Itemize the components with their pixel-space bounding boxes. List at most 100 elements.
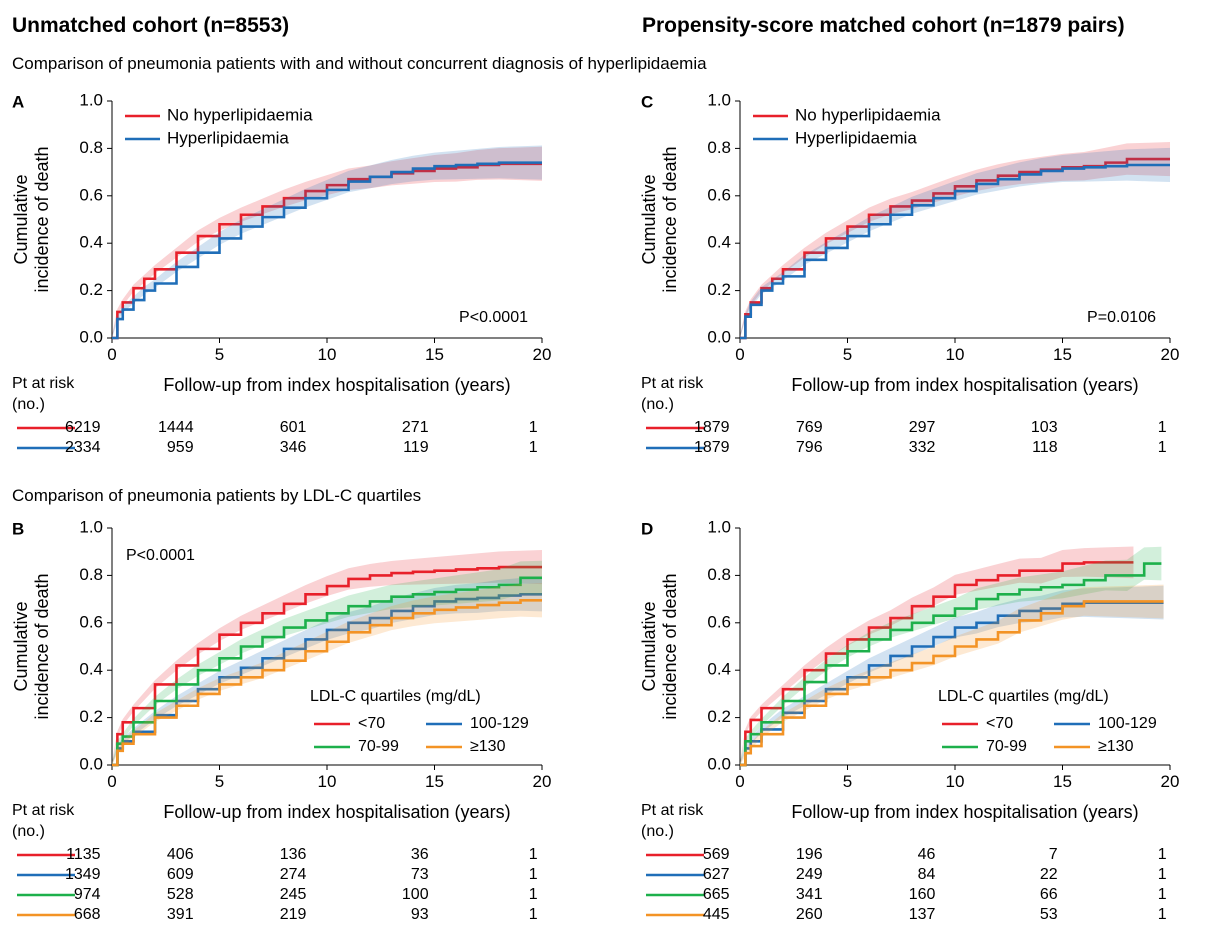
- risk-count: 341: [796, 886, 823, 903]
- panel-d: D 0.0 0.2 0.4 0.6 0.8 1.0 0 5 10 15 20 Cumulative inc…: [639, 517, 1179, 923]
- risk-count: 959: [167, 439, 194, 456]
- y-tick-label: 0.8: [707, 138, 731, 157]
- risk-count: 769: [796, 419, 823, 436]
- y-tick-label: 1.0: [79, 517, 103, 536]
- risk-count: 219: [280, 906, 307, 923]
- legend-title: LDL-C quartiles (mg/dL): [938, 688, 1109, 705]
- panel-b: B 0.0 0.2 0.4 0.6 0.8 1.0 0 5 10 15 20 Cumulative inc…: [11, 517, 551, 923]
- risk-count: 609: [167, 866, 194, 883]
- risk-count: 601: [280, 419, 307, 436]
- risk-count: 1879: [694, 439, 730, 456]
- risk-count: 260: [796, 906, 823, 923]
- risk-label: Pt at risk: [12, 802, 75, 819]
- risk-label: (no.): [12, 823, 45, 840]
- series-line-red: [112, 162, 542, 340]
- risk-count: 1: [1158, 439, 1167, 456]
- panel-a: A 0.0 0.2 0.4 0.6 0.8 1.0 0 5 10 15 20 Cumulative inc…: [11, 90, 551, 456]
- risk-count: 1: [1158, 846, 1167, 863]
- y-axis-label: Cumulative: [639, 601, 659, 691]
- risk-count: 1349: [65, 866, 101, 883]
- x-tick-label: 5: [843, 345, 852, 364]
- risk-count: 796: [796, 439, 823, 456]
- y-tick-label: 0.2: [79, 280, 103, 299]
- y-tick-label: 0.6: [79, 612, 103, 631]
- x-axis-label: Follow-up from index hospitalisation (ye…: [163, 802, 510, 822]
- risk-label: (no.): [12, 396, 45, 413]
- risk-count: 53: [1040, 906, 1058, 923]
- x-tick-label: 5: [215, 772, 224, 791]
- x-tick-label: 10: [318, 772, 337, 791]
- risk-count: 1: [529, 886, 538, 903]
- panel-label: D: [641, 519, 653, 538]
- risk-count: 84: [918, 866, 936, 883]
- risk-label: Pt at risk: [641, 802, 704, 819]
- risk-count: 160: [909, 886, 936, 903]
- y-tick-label: 0.4: [79, 233, 103, 252]
- risk-count: 569: [703, 846, 730, 863]
- x-tick-label: 5: [215, 345, 224, 364]
- ci-band-green: [740, 546, 1162, 765]
- risk-count: 1: [529, 846, 538, 863]
- legend-label: No hyperlipidaemia: [167, 105, 313, 124]
- risk-count: 100: [402, 886, 429, 903]
- y-tick-label: 1.0: [707, 517, 731, 536]
- risk-count: 73: [411, 866, 429, 883]
- risk-count: 1: [529, 419, 538, 436]
- risk-count: 136: [280, 846, 307, 863]
- y-tick-label: 0.0: [79, 327, 103, 346]
- y-tick-label: 0.6: [707, 612, 731, 631]
- risk-count: 1: [1158, 906, 1167, 923]
- risk-count: 391: [167, 906, 194, 923]
- x-tick-label: 10: [946, 345, 965, 364]
- risk-count: 103: [1031, 419, 1058, 436]
- y-tick-label: 1.0: [707, 90, 731, 109]
- legend-label: <70: [358, 715, 385, 732]
- risk-count: 274: [280, 866, 307, 883]
- risk-count: 332: [909, 439, 936, 456]
- series-line-blue: [112, 161, 542, 340]
- panel-label: B: [12, 519, 24, 538]
- y-tick-label: 0.2: [707, 280, 731, 299]
- risk-label: (no.): [641, 396, 674, 413]
- x-axis-label: Follow-up from index hospitalisation (ye…: [791, 802, 1138, 822]
- risk-count: 137: [909, 906, 936, 923]
- x-tick-label: 15: [425, 345, 444, 364]
- right-cohort-title: Propensity-score matched cohort (n=1879 …: [642, 14, 1125, 37]
- risk-count: 1: [1158, 419, 1167, 436]
- y-tick-label: 1.0: [79, 90, 103, 109]
- risk-count: 1: [529, 866, 538, 883]
- risk-count: 1: [1158, 886, 1167, 903]
- legend-label: ≥130: [1098, 738, 1134, 755]
- x-axis-label: Follow-up from index hospitalisation (ye…: [791, 375, 1138, 395]
- p-value: P<0.0001: [126, 547, 195, 564]
- ci-band-red: [740, 546, 1134, 765]
- y-tick-label: 0.0: [707, 754, 731, 773]
- panel-label: C: [641, 92, 653, 111]
- x-tick-label: 20: [1161, 772, 1180, 791]
- bottom-section-title: Comparison of pneumonia patients by LDL-…: [12, 486, 422, 505]
- legend-label: 100-129: [1098, 715, 1157, 732]
- p-value: P=0.0106: [1087, 309, 1156, 326]
- risk-count: 118: [1032, 439, 1058, 456]
- x-tick-label: 0: [107, 345, 116, 364]
- x-tick-label: 0: [107, 772, 116, 791]
- series-line-orange: [740, 600, 1164, 767]
- legend-label: <70: [986, 715, 1013, 732]
- y-tick-label: 0.8: [79, 565, 103, 584]
- y-tick-label: 0.2: [79, 707, 103, 726]
- x-tick-label: 15: [425, 772, 444, 791]
- legend-label: 70-99: [986, 738, 1027, 755]
- y-tick-label: 0.0: [79, 754, 103, 773]
- risk-count: 245: [280, 886, 307, 903]
- risk-count: 668: [74, 906, 101, 923]
- risk-count: 93: [411, 906, 429, 923]
- risk-count: 445: [703, 906, 730, 923]
- risk-count: 119: [403, 439, 429, 456]
- panel-label: A: [12, 92, 24, 111]
- x-tick-label: 20: [533, 772, 552, 791]
- y-tick-label: 0.4: [707, 233, 731, 252]
- risk-count: 271: [402, 419, 429, 436]
- y-tick-label: 0.0: [707, 327, 731, 346]
- legend-title: LDL-C quartiles (mg/dL): [310, 688, 481, 705]
- x-tick-label: 10: [946, 772, 965, 791]
